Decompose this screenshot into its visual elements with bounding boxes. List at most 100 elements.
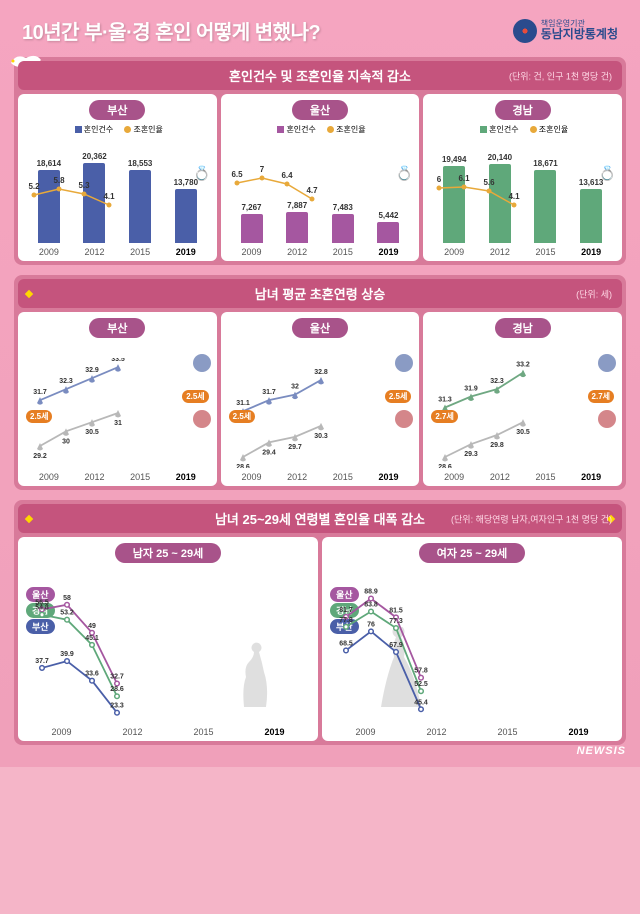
svg-text:68.5: 68.5 (339, 640, 353, 647)
bar-value: 19,494 (442, 155, 466, 164)
logo-area: 책임운영기관 동남지방통계청 (513, 19, 618, 43)
bar-value: 20,362 (82, 152, 106, 161)
svg-text:81.7: 81.7 (339, 607, 353, 614)
diff-badge: 2.5세 (229, 410, 255, 423)
svg-text:30.3: 30.3 (314, 433, 328, 440)
bar (534, 170, 556, 243)
bar-value: 7,887 (287, 201, 307, 210)
x-label: 2009 (39, 247, 59, 257)
infographic-page: 10년간 부·울·경 혼인 어떻게 변했나? 책임운영기관 동남지방통계청 혼인… (0, 0, 640, 767)
watermark: NEWSIS (577, 745, 626, 757)
female-face-icon (395, 410, 413, 428)
age-panel-경남: 경남 31.331.932.333.228.629.329.830.5 2.7세… (423, 312, 622, 486)
bar-value: 20,140 (488, 153, 512, 162)
svg-text:30.5: 30.5 (517, 429, 531, 436)
bar (129, 170, 151, 243)
svg-text:57.8: 57.8 (414, 668, 428, 675)
bar-value: 7,483 (333, 203, 353, 212)
section-age: 남녀 평균 초혼연령 상승 (단위: 세) 부산 31.732.332.933.… (14, 275, 626, 490)
bar-group: 7,483 (332, 203, 354, 243)
x-label: 2012 (287, 472, 307, 482)
section-rate: 남녀 25~29세 연령별 혼인율 대폭 감소 (단위: 해당연령 남자,여자인… (14, 500, 626, 745)
x-label: 2015 (333, 247, 353, 257)
female-face-icon (193, 410, 211, 428)
bar-value: 13,613 (579, 178, 603, 187)
panel-title: 여자 25 ~ 29세 (419, 543, 525, 563)
age-chart: 31.732.332.933.529.23030.531 2.5세 2.5세 2… (22, 342, 213, 482)
svg-text:29.7: 29.7 (288, 444, 302, 451)
svg-text:45.4: 45.4 (414, 699, 428, 706)
svg-text:30.5: 30.5 (85, 429, 99, 436)
x-labels: 2009201220152019 (427, 472, 618, 482)
bar-value: 5,442 (378, 211, 398, 220)
male-face-icon (193, 354, 211, 372)
diff-badge: 2.5세 (26, 410, 52, 423)
bar-group: 7,887 (286, 201, 308, 243)
x-label: 2012 (490, 247, 510, 257)
svg-text:32.8: 32.8 (314, 369, 328, 376)
bar-value: 18,671 (533, 159, 557, 168)
x-label: 2012 (490, 472, 510, 482)
x-label: 2015 (130, 472, 150, 482)
svg-text:23.3: 23.3 (110, 703, 124, 710)
svg-text:67.9: 67.9 (389, 642, 403, 649)
svg-text:77.3: 77.3 (389, 618, 403, 625)
legend: 혼인건수 조혼인율 (427, 124, 618, 135)
svg-text:28.6: 28.6 (110, 686, 124, 693)
age-chart: 31.331.932.333.228.629.329.830.5 2.7세 2.… (427, 342, 618, 482)
bar-value: 18,553 (128, 159, 152, 168)
bar-group: 7,267 (241, 203, 263, 243)
panel-title: 남자 25 ~ 29세 (115, 543, 221, 563)
x-label: 2015 (193, 727, 213, 737)
svg-text:81.5: 81.5 (389, 607, 403, 614)
x-label: 2009 (444, 247, 464, 257)
logo-text: 책임운영기관 동남지방통계청 (541, 20, 618, 42)
bar-group: 18,553 (128, 159, 152, 243)
section2-unit: (단위: 세) (576, 287, 612, 300)
x-label: 2019 (176, 472, 196, 482)
bar-value: 7,267 (241, 203, 261, 212)
bar (38, 170, 60, 243)
chart-panel-부산: 부산 혼인건수 조혼인율 💍 18,614 20,362 18,553 13,7… (18, 94, 217, 261)
x-labels: 2009201220152019 (225, 247, 416, 257)
x-label: 2012 (426, 727, 446, 737)
header: 10년간 부·울·경 혼인 어떻게 변했나? 책임운영기관 동남지방통계청 (14, 12, 626, 49)
diamond-icon (25, 289, 33, 297)
rate-svg: 56.5 58 49 32.7 54.8 53.2 45.1 28.6 37.7… (30, 583, 130, 723)
svg-text:33.5: 33.5 (111, 358, 125, 363)
panel-title: 경남 (495, 318, 551, 338)
x-label: 2019 (581, 247, 601, 257)
logo-icon (513, 19, 537, 43)
bar-group: 5,442 (377, 211, 399, 243)
section1-charts: 부산 혼인건수 조혼인율 💍 18,614 20,362 18,553 13,7… (18, 94, 622, 261)
chart-area: 💍 18,614 20,362 18,553 13,780 5.2 5.8 5.… (22, 137, 213, 257)
svg-text:32.9: 32.9 (85, 367, 99, 374)
svg-text:49: 49 (88, 623, 96, 630)
svg-text:52.5: 52.5 (414, 681, 428, 688)
x-labels: 2009201220152019 (22, 247, 213, 257)
svg-text:54.8: 54.8 (35, 605, 49, 612)
diff-badge: 2.7세 (588, 390, 614, 403)
svg-text:77.8: 77.8 (339, 617, 353, 624)
bar-group: 13,780 (174, 178, 198, 243)
bar-group: 18,614 (37, 159, 61, 243)
x-label: 2012 (122, 727, 142, 737)
section3-charts: 남자 25 ~ 29세 울산경남부산 56.5 58 49 32.7 54.8 … (18, 537, 622, 741)
x-label: 2015 (333, 472, 353, 482)
panel-title: 울산 (292, 318, 348, 338)
svg-text:31.7: 31.7 (33, 389, 47, 396)
chart-area: 💍 19,494 20,140 18,671 13,613 6 6.1 5.6 … (427, 137, 618, 257)
svg-text:39.9: 39.9 (60, 651, 74, 658)
bar-value: 13,780 (174, 178, 198, 187)
svg-text:31.3: 31.3 (439, 397, 453, 404)
svg-text:58: 58 (63, 595, 71, 602)
svg-text:32.7: 32.7 (110, 673, 124, 680)
diamond-icon (25, 514, 33, 522)
svg-text:29.2: 29.2 (33, 453, 47, 460)
x-labels: 2009201220152019 (22, 472, 213, 482)
bar (286, 212, 308, 243)
x-label: 2009 (39, 472, 59, 482)
section3-unit: (단위: 해당연령 남자,여자인구 1천 명당 건) (451, 512, 612, 525)
svg-text:31.1: 31.1 (236, 400, 250, 407)
svg-text:29.3: 29.3 (465, 451, 479, 458)
